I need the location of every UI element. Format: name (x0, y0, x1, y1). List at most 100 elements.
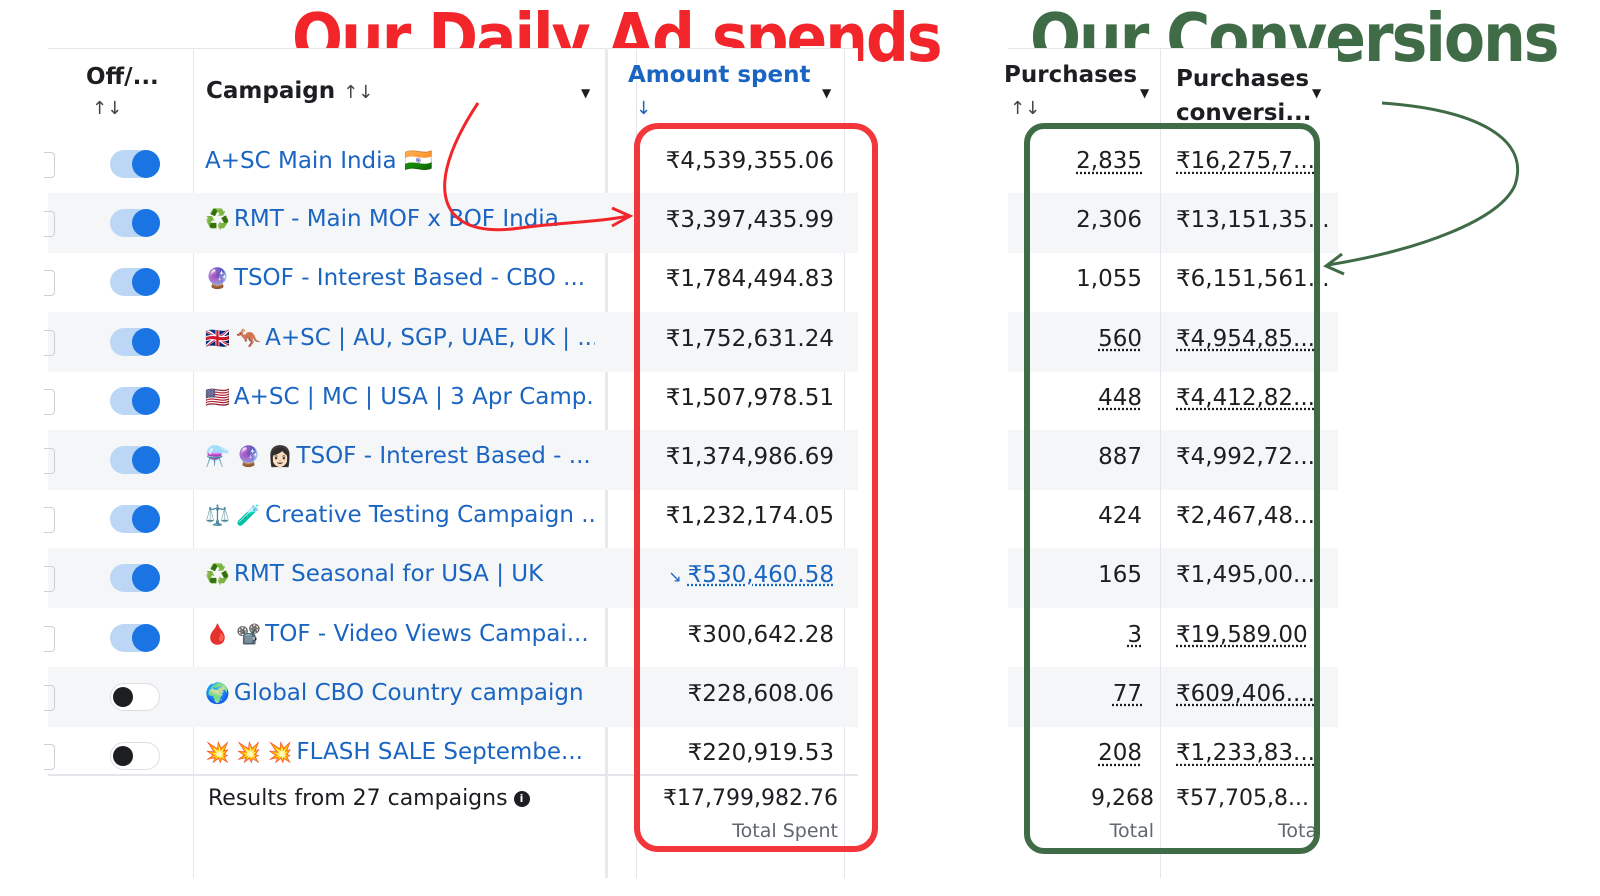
purchases-conversion-value[interactable]: ₹4,954,85... (1176, 325, 1315, 352)
purchases-conversion-value[interactable]: ₹609,406.... (1176, 680, 1315, 707)
campaign-toggle[interactable] (110, 268, 160, 297)
campaign-toggle[interactable] (110, 150, 160, 178)
chevron-down-icon[interactable]: ▼ (822, 86, 832, 100)
campaign-toggle[interactable] (110, 209, 160, 238)
campaign-name-link[interactable]: ⚗️ 🔮 👩🏻 TSOF - Interest Based - ... (205, 443, 595, 469)
purchases-value[interactable]: 560 (1098, 325, 1142, 352)
sort-down-icon[interactable]: ↓ (636, 98, 652, 119)
table-header: Purchases ↑↓ ▼ Purchases conversi... ▼ (1004, 48, 1338, 136)
amount-spent-cell: ₹1,232,174.05 (666, 503, 834, 529)
column-header-purchases[interactable]: Purchases (1004, 62, 1138, 88)
purchases-conversion-value: ₹13,151,35... (1176, 207, 1330, 234)
sort-icon[interactable]: ↑↓ (92, 98, 123, 119)
table-row[interactable]: 🇺🇸 A+SC | MC | USA | 3 Apr Camp... ₹1,507,… (44, 371, 858, 431)
table-row[interactable]: 1,055 ₹6,151,561... (1008, 252, 1338, 313)
amount-spent-cell: ₹1,507,978.51 (666, 385, 834, 411)
campaign-toggle[interactable] (110, 446, 160, 474)
table-row[interactable]: 208 ₹1,233,83... (1008, 726, 1338, 786)
row-checkbox[interactable] (44, 388, 55, 415)
table-row[interactable]: ♻️ RMT Seasonal for USA | UK ↘ ₹530,460.58 (44, 548, 858, 609)
row-checkbox[interactable] (44, 152, 55, 178)
purchases-value[interactable]: 448 (1098, 384, 1142, 411)
table-row[interactable]: 🔮 TSOF - Interest Based - CBO ... ₹1,784,4… (44, 252, 858, 312)
amount-spent-value: ₹220,919.53 (687, 740, 834, 766)
chevron-down-icon[interactable]: ▼ (581, 86, 591, 100)
table-row[interactable]: A+SC Main India 🇮🇳 ₹4,539,355.06 (44, 134, 858, 194)
purchases-conversion-value[interactable]: ₹19,589.00 (1176, 621, 1308, 648)
campaign-toggle[interactable] (110, 386, 160, 415)
campaign-emoji-icon: ⚗️ 🔮 👩🏻 (205, 444, 293, 468)
amount-spent-value: ₹300,642.28 (687, 621, 834, 648)
toggle-knob (132, 209, 160, 238)
table-row[interactable]: ⚗️ 🔮 👩🏻 TSOF - Interest Based - ... ₹1,374… (44, 430, 858, 490)
purchases-value[interactable]: 3 (1127, 621, 1142, 648)
campaign-toggle[interactable] (110, 742, 160, 770)
purchases-value[interactable]: 2,835 (1076, 148, 1142, 174)
row-checkbox[interactable] (44, 211, 55, 238)
row-checkbox[interactable] (44, 270, 55, 297)
amount-spent-value: ₹3,397,435.99 (665, 207, 834, 234)
red-arrowhead (611, 206, 634, 228)
table-row[interactable]: 165 ₹1,495,00... (1008, 548, 1338, 609)
campaign-name-link[interactable]: 🔮 TSOF - Interest Based - CBO ... (205, 265, 595, 291)
column-header-amount-spent[interactable]: Amount spent (628, 62, 811, 88)
campaign-name-link[interactable]: ♻️ RMT Seasonal for USA | UK (205, 561, 595, 587)
chevron-down-icon[interactable]: ▼ (1140, 86, 1150, 100)
campaign-name-link[interactable]: ⚖️ 🧪 Creative Testing Campaign ... (205, 502, 595, 528)
table-row[interactable]: 2,835 ₹16,275,7... (1008, 134, 1338, 194)
table-row[interactable]: ⚖️ 🧪 Creative Testing Campaign ... ₹1,232,… (44, 489, 858, 549)
table-row[interactable]: 887 ₹4,992,72... (1008, 430, 1338, 490)
row-checkbox[interactable] (44, 448, 55, 474)
table-row[interactable]: 424 ₹2,467,48... (1008, 489, 1338, 550)
table-row[interactable]: 77 ₹609,406.... (1008, 666, 1338, 727)
campaign-toggle[interactable] (110, 682, 160, 711)
purchases-conversion-value[interactable]: ₹16,275,7... (1176, 148, 1315, 174)
row-checkbox[interactable] (44, 625, 55, 652)
column-header-campaign[interactable]: Campaign ↑↓ (206, 78, 374, 104)
table-row[interactable]: ♻️ RMT - Main MOF x BOF India ₹3,397,435.9… (44, 193, 858, 254)
campaign-toggle[interactable] (110, 623, 160, 652)
sort-icon[interactable]: ↑↓ (1010, 98, 1041, 119)
amount-spent-value: ₹530,460.58 (687, 562, 834, 589)
table-row[interactable]: 560 ₹4,954,85... (1008, 311, 1338, 372)
table-row[interactable]: 🩸 📽️ TOF - Video Views Campai... ₹300,642.… (44, 608, 858, 668)
table-row[interactable]: 💥 💥 💥 FLASH SALE Septembe... ₹220,919.53 (44, 726, 858, 786)
table-row[interactable]: 448 ₹4,412,82... (1008, 370, 1338, 431)
table-row[interactable]: 3 ₹19,589.00 (1008, 607, 1338, 668)
purchases-value: 1,055 (1076, 266, 1142, 293)
campaign-toggle[interactable] (110, 505, 160, 534)
chevron-down-icon[interactable]: ▼ (1312, 86, 1322, 100)
table-row[interactable]: 2,306 ₹13,151,35... (1008, 193, 1338, 254)
campaign-name-link[interactable]: 🇺🇸 A+SC | MC | USA | 3 Apr Camp... (205, 384, 595, 410)
purchases-conversion-value[interactable]: ₹4,412,82... (1176, 384, 1315, 411)
row-checkbox[interactable] (44, 566, 55, 593)
sort-icon[interactable]: ↑↓ (343, 82, 374, 103)
campaign-toggle[interactable] (110, 564, 160, 593)
row-checkbox[interactable] (44, 744, 55, 770)
toggle-knob (113, 686, 133, 707)
row-checkbox[interactable] (44, 684, 55, 711)
purchases-conversion-value[interactable]: ₹1,233,83... (1176, 740, 1315, 766)
column-header-purchases-conversion[interactable]: Purchases conversi... (1176, 66, 1312, 126)
row-checkbox[interactable] (44, 329, 55, 356)
info-icon[interactable]: i (513, 791, 530, 807)
campaign-name-link[interactable]: 🩸 📽️ TOF - Video Views Campai... (205, 621, 595, 647)
campaign-name-link[interactable]: 🌍 Global CBO Country campaign (205, 680, 595, 706)
toggle-knob (113, 746, 133, 766)
amount-spent-cell[interactable]: ↘ ₹530,460.58 (668, 562, 834, 588)
toggle-knob (132, 623, 160, 652)
campaign-name-link[interactable]: 💥 💥 💥 FLASH SALE Septembe... (205, 739, 595, 765)
campaign-name-link[interactable]: ♻️ RMT - Main MOF x BOF India (205, 206, 595, 232)
total-spent-value: ₹17,799,982.76 (663, 786, 838, 811)
purchases-value[interactable]: 77 (1112, 680, 1142, 707)
table-row[interactable]: 🌍 Global CBO Country campaign ₹228,608.06 (44, 666, 858, 727)
total-purchases-value: 9,268 (1091, 786, 1154, 811)
campaign-name-link[interactable]: 🇬🇧 🦘 A+SC | AU, SGP, UAE, UK | ... (205, 325, 595, 351)
row-checkbox[interactable] (44, 507, 55, 534)
table-row[interactable]: 🇬🇧 🦘 A+SC | AU, SGP, UAE, UK | ... ₹1,752,… (44, 311, 858, 372)
purchases-value[interactable]: 208 (1098, 740, 1142, 766)
campaign-toggle[interactable] (110, 327, 160, 356)
column-header-toggle[interactable]: Off/... (86, 64, 159, 90)
campaign-name-link[interactable]: A+SC Main India 🇮🇳 (205, 147, 595, 174)
